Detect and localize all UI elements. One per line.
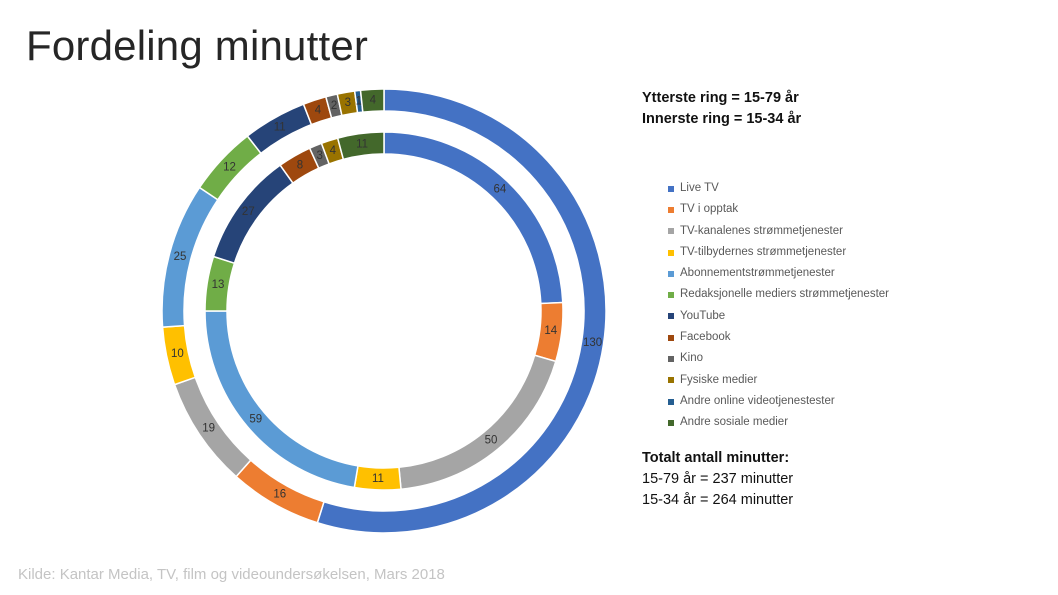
legend-swatch [668,313,674,320]
outer-ring-value-fysiske-medier: 3 [345,97,351,109]
legend-label: Fysiske medier [680,373,758,386]
outer-ring-value-youtube: 11 [274,122,286,134]
legend-label: TV i opptak [680,203,739,216]
legend-label: Live TV [680,182,719,194]
legend-swatch [668,185,674,192]
inner-ring-value-redaksjonelle-mediers-strommetjenester: 13 [212,279,225,291]
outer-ring-value-abonnementstrommetjenester: 25 [174,251,187,263]
legend-item-facebook: Facebook [668,327,889,348]
inner-ring-value-youtube: 27 [242,206,255,218]
legend-item-andre-sosiale-medier: Andre sosiale medier [668,412,889,433]
chart-title: Fordeling minutter [26,22,369,69]
legend-label: Facebook [680,331,731,344]
inner-ring-value-abonnementstrommetjenester: 59 [249,413,262,425]
legend-swatch [668,377,674,384]
totals-heading: Totalt antall minutter: [642,450,790,466]
outer-ring-value-tv-i-opptak: 16 [273,488,286,500]
legend-swatch [668,292,674,299]
legend-swatch [668,270,674,277]
legend-item-kino: Kino [668,348,889,369]
legend-swatch [668,206,674,213]
totals-box: Totalt antall minutter: 15-79 år = 237 m… [642,448,793,511]
inner-ring-value-tv-tilbydernes-strommetjenester: 11 [372,473,384,485]
inner-ring-value-tv-kanalenes-strommetjenester: 50 [485,435,498,447]
inner-ring-note: Innerste ring = 15-34 år [642,111,802,127]
inner-ring-value-fysiske-medier: 4 [330,145,337,157]
legend-item-live-tv: Live TV [668,178,889,199]
chart-legend: Live TV TV i opptak TV-kanalenes strømmetj… [668,178,889,434]
legend-item-tv-kanalenes-strommetjenester: TV-kanalenes strømmetjenester [668,221,889,242]
legend-item-abonnementstrommetjenester: Abonnementstrømmetjenester [668,263,889,284]
outer-ring-value-andre-online-videotjenestester: 1 [356,95,362,107]
inner-ring-value-andre-sosiale-medier: 11 [356,138,368,150]
legend-item-fysiske-medier: Fysiske medier [668,370,889,391]
legend-item-andre-online-videotjenestester: Andre online videotjenestester [668,391,889,412]
totals-inner: 15-34 år = 264 minutter [642,492,794,508]
legend-item-redaksjonelle-mediers-strommetjenester: Redaksjonelle mediers strømmetjenester [668,284,889,305]
outer-ring-note: Ytterste ring = 15-79 år [642,90,799,106]
legend-label: TV-kanalenes strømmetjenester [680,224,843,237]
legend-swatch [668,228,674,235]
legend-item-tv-tilbydernes-strommetjenester: TV-tilbydernes strømmetjenester [668,242,889,263]
inner-ring-value-kino: 3 [317,150,323,162]
legend-label: Redaksjonelle mediers strømmetjenester [680,288,889,301]
inner-ring-value-tv-i-opptak: 14 [544,325,557,337]
totals-outer: 15-79 år = 237 minutter [642,471,794,487]
legend-swatch [668,249,674,256]
outer-ring-value-live-tv: 130 [583,337,602,349]
ring-description: Ytterste ring = 15-79 år Innerste ring =… [642,88,801,130]
outer-ring-value-andre-sosiale-medier: 4 [370,94,377,106]
legend-swatch [668,398,674,405]
legend-label: TV-tilbydernes strømmetjenester [680,245,847,258]
legend-label: Abonnementstrømmetjenester [680,267,835,280]
legend-item-youtube: YouTube [668,306,889,327]
inner-ring-slice-andre-sosiale-medier [336,131,385,161]
legend-swatch [668,356,674,363]
outer-ring-value-tv-kanalenes-strommetjenester: 19 [202,422,215,434]
outer-ring-value-tv-tilbydernes-strommetjenester: 10 [171,348,184,360]
inner-ring-value-live-tv: 64 [494,183,507,195]
source-note: Kilde: Kantar Media, TV, film og videoun… [18,566,445,583]
legend-label: Kino [680,352,704,365]
outer-ring-value-redaksjonelle-mediers-strommetjenester: 12 [223,161,236,173]
legend-swatch [668,334,674,341]
legend-swatch [668,419,674,426]
outer-ring-slice-andre-sosiale-medier [359,88,385,113]
outer-ring-value-facebook: 4 [315,105,322,117]
inner-ring-value-facebook: 8 [297,160,303,172]
legend-label: Andre sosiale medier [680,416,789,429]
legend-label: Andre online videotjenestester [680,394,835,407]
outer-ring-value-kino: 2 [331,100,337,112]
legend-label: YouTube [680,309,726,322]
legend-item-tv-i-opptak: TV i opptak [668,199,889,220]
